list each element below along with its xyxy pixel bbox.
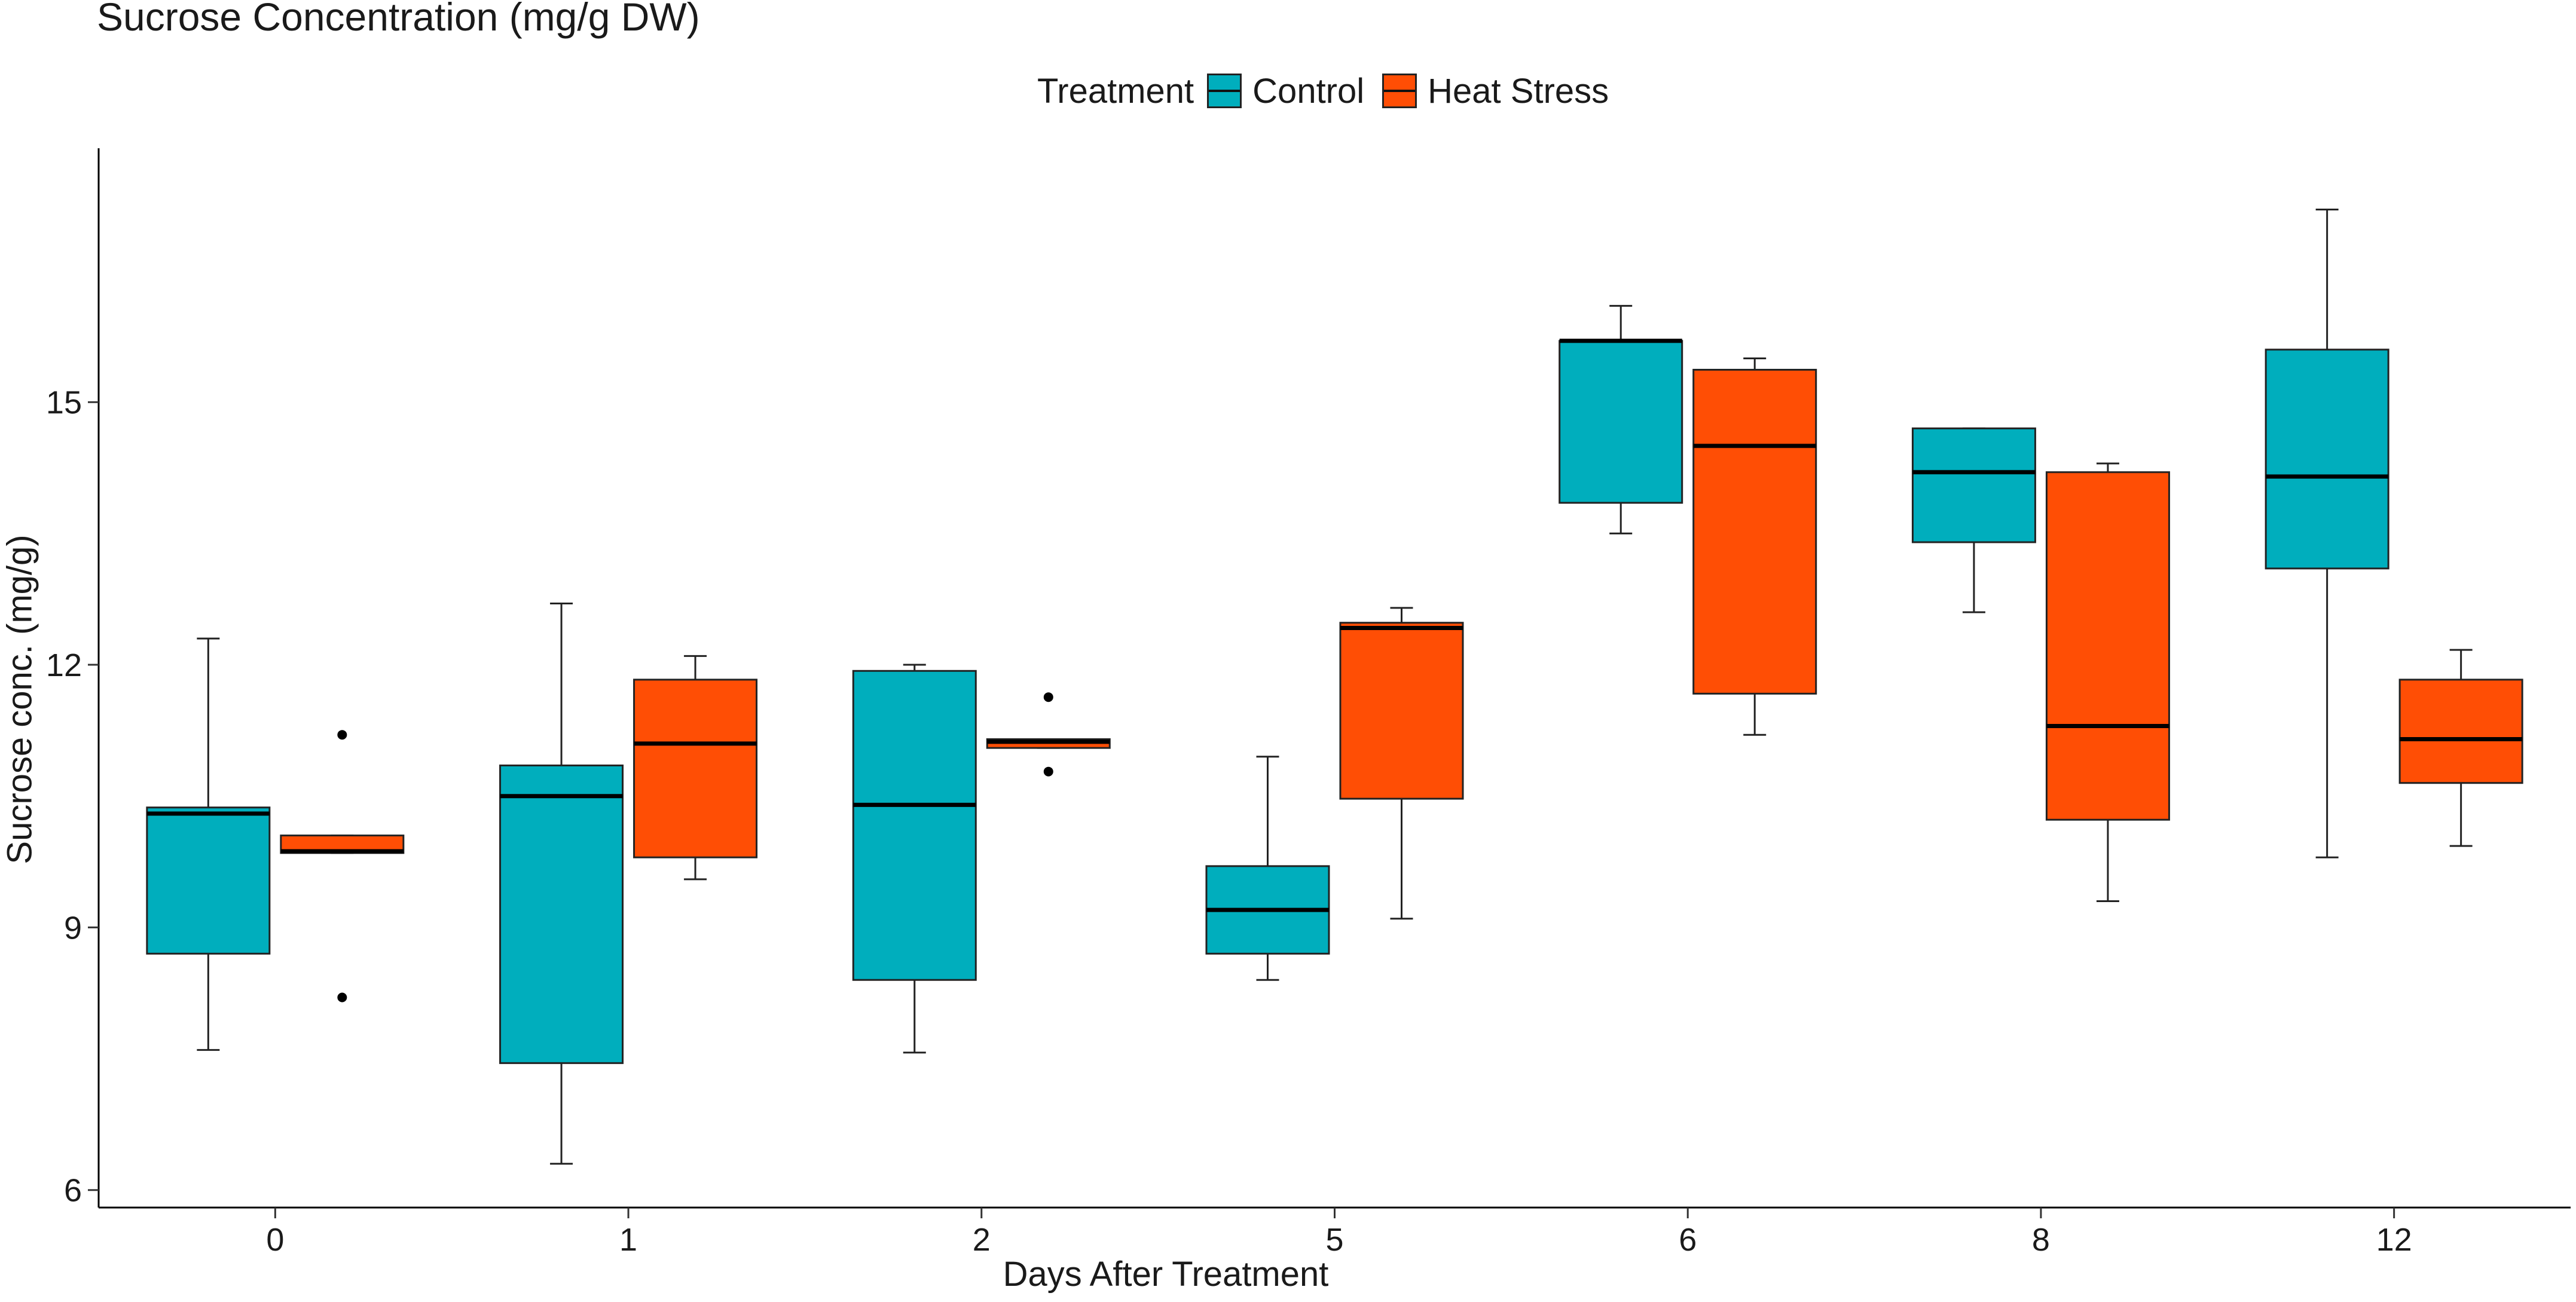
y-tick-label: 12 [46,647,82,683]
legend-label-control: Control [1252,71,1365,111]
x-axis-title: Days After Treatment [1003,1255,1329,1294]
outlier-point [337,730,347,740]
box-control-12 [2265,349,2389,570]
x-tick-label: 12 [2376,1222,2412,1258]
y-tick-label: 9 [64,910,82,946]
x-tick-label: 5 [1325,1222,1343,1258]
box-control-1 [499,764,624,1064]
legend-title: Treatment [1037,71,1194,111]
y-tick-label: 6 [64,1173,82,1209]
y-tick-label: 15 [46,385,82,421]
x-tick-label: 2 [973,1222,991,1258]
box-heat-stress-12 [2398,678,2523,784]
box-heat-stress-6 [1692,369,1817,695]
box-control-0 [146,806,271,955]
y-axis-title: Sucrose conc. (mg/g) [0,534,39,864]
legend-label-heat-stress: Heat Stress [1428,71,1609,111]
x-tick-label: 8 [2032,1222,2050,1258]
x-tick-label: 1 [619,1222,637,1258]
box-control-8 [1911,427,2036,543]
outlier-point [337,992,347,1003]
legend-key-control [1207,74,1242,108]
legend: Treatment Control Heat Stress [1037,67,1627,115]
legend-key-heat-stress [1382,74,1417,108]
box-heat-stress-8 [2045,471,2170,821]
outlier-point [1043,692,1053,702]
x-tick-label: 0 [266,1222,284,1258]
x-tick-label: 6 [1679,1222,1697,1258]
box-control-2 [852,670,977,981]
box-heat-stress-1 [633,678,758,858]
box-heat-stress-5 [1339,622,1464,800]
box-control-6 [1559,340,1683,504]
chart-title: Sucrose Concentration (mg/g DW) [97,0,700,39]
outlier-point [1043,766,1053,777]
